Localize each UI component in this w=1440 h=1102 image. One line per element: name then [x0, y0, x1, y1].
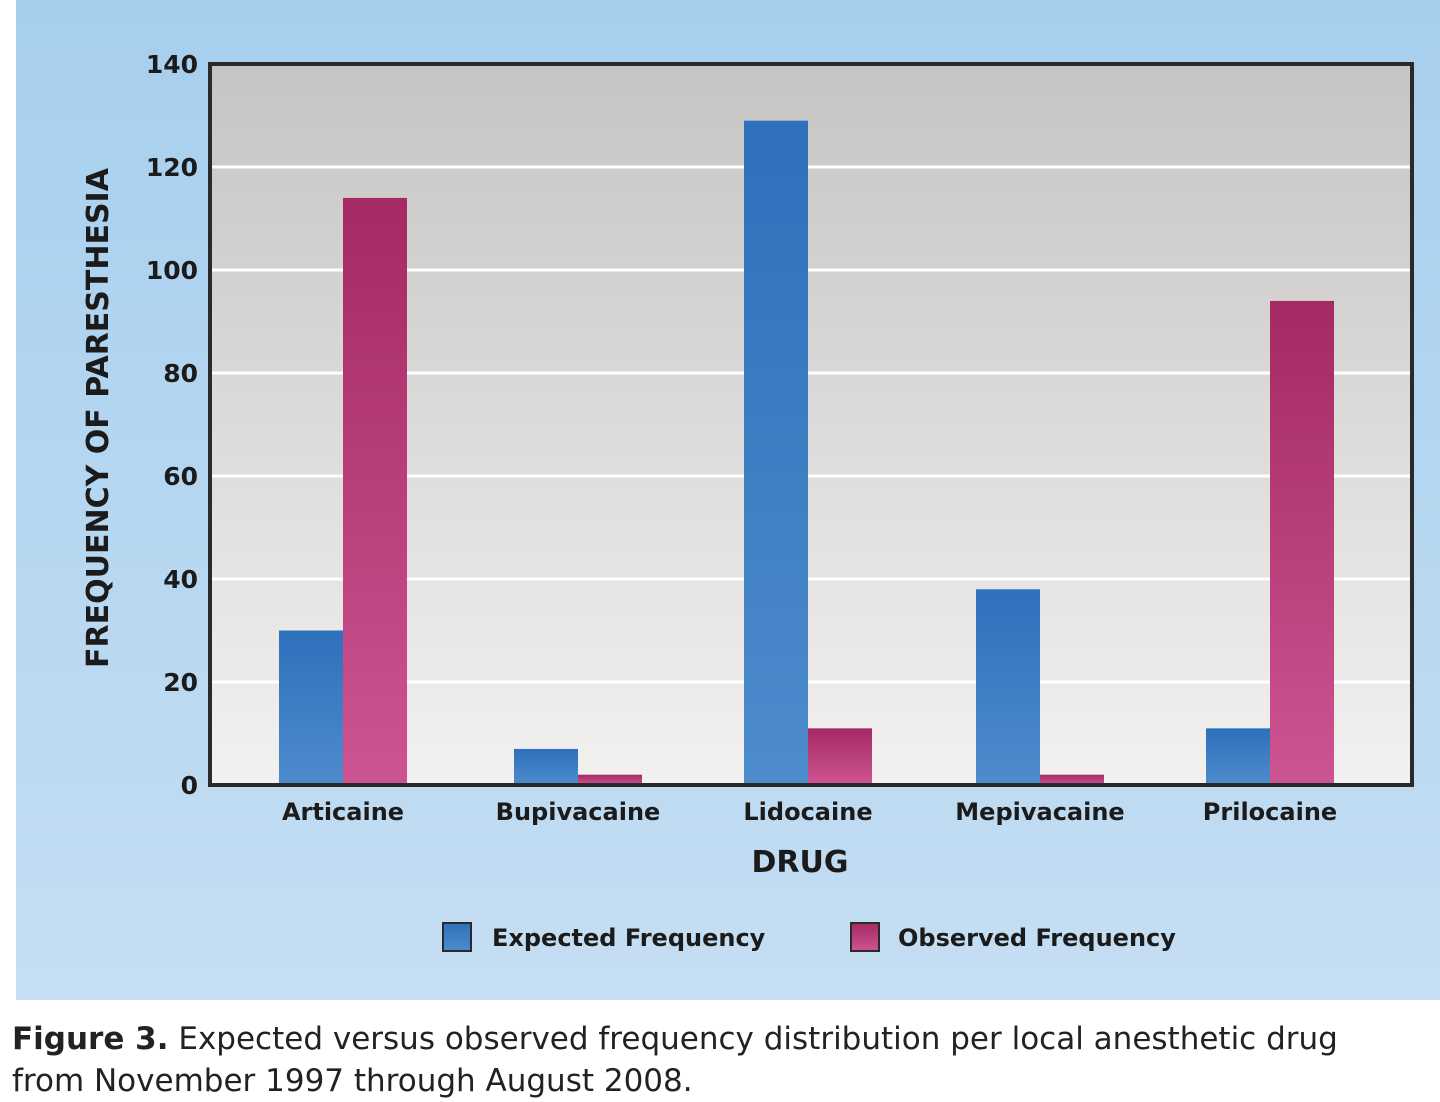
- bar: [808, 728, 872, 785]
- bars: [279, 120, 1334, 785]
- legend: Expected Frequency Observed Frequency: [442, 922, 1176, 952]
- bar: [1206, 728, 1270, 785]
- y-tick-label: 60: [163, 462, 198, 491]
- bar: [343, 197, 407, 785]
- caption-label: Figure 3.: [12, 1021, 169, 1057]
- plot-frame: [208, 62, 1414, 787]
- y-tick-label: 80: [163, 359, 198, 388]
- x-category-label: Mepivacaine: [955, 798, 1124, 826]
- bar: [744, 120, 808, 785]
- y-tick-label: 140: [146, 50, 198, 79]
- legend-swatch: [442, 922, 472, 952]
- legend-swatch: [850, 922, 880, 952]
- legend-label: Expected Frequency: [492, 924, 766, 952]
- gridlines: [210, 165, 1412, 684]
- x-axis-categories: Articaine Bupivacaine Lidocaine Mepivacaine…: [282, 798, 1337, 826]
- plot-area: [210, 64, 1412, 785]
- x-axis-title: DRUG: [752, 845, 849, 880]
- x-category-label: Articaine: [282, 798, 404, 826]
- bar: [279, 630, 343, 785]
- bar-chart: 0 20 40 60 80 100 120 140 Articaine Bupivacaine L…: [81, 50, 1414, 952]
- x-category-label: Bupivacaine: [496, 798, 661, 826]
- bar: [514, 748, 578, 785]
- legend-label: Observed Frequency: [898, 924, 1176, 952]
- y-tick-label: 100: [146, 256, 198, 285]
- y-axis-title: FREQUENCY OF PARESTHESIA: [81, 167, 116, 668]
- x-category-label: Lidocaine: [743, 798, 872, 826]
- bar: [578, 774, 642, 785]
- figure-caption: Figure 3. Expected versus observed frequ…: [12, 1018, 1412, 1102]
- y-tick-label: 20: [163, 668, 198, 697]
- bar: [1040, 774, 1104, 785]
- y-tick-label: 120: [146, 153, 198, 182]
- caption-text: Expected versus observed frequency distr…: [12, 1021, 1338, 1099]
- bar: [976, 589, 1040, 785]
- bar: [1270, 300, 1334, 785]
- x-category-label: Prilocaine: [1203, 798, 1337, 826]
- y-tick-label: 40: [163, 565, 198, 594]
- y-tick-label: 0: [181, 771, 198, 800]
- y-axis-ticks: 0 20 40 60 80 100 120 140: [146, 50, 198, 800]
